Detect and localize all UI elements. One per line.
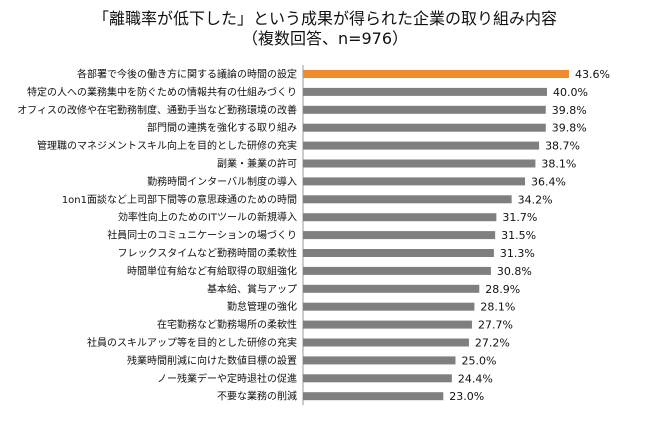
bar: [303, 338, 469, 347]
bar: [303, 141, 540, 150]
category-label: ノー残業デーや定時退社の促進: [157, 372, 297, 385]
category-label: オフィスの改修や在宅勤務制度、通勤手当など勤務環境の改善: [17, 103, 297, 116]
bar: [303, 159, 536, 168]
value-label: 34.2%: [518, 193, 553, 206]
category-label: 在宅勤務など勤務場所の柔軟性: [157, 318, 297, 331]
bar: [303, 87, 547, 96]
value-label: 24.4%: [458, 372, 493, 385]
category-label: 不要な業務の削減: [217, 390, 297, 403]
category-label: 管理職のマネジメントスキル向上を目的とした研修の充実: [37, 139, 297, 152]
category-label: 時間単位有給など有給取得の取組強化: [127, 264, 297, 277]
bar: [303, 249, 494, 257]
bar-highlight: [303, 70, 569, 78]
bar: [303, 177, 526, 186]
category-label: 勤怠管理の強化: [227, 300, 297, 313]
value-label: 36.4%: [531, 175, 566, 188]
value-label: 28.1%: [480, 301, 515, 314]
category-label: 残業時間削減に向けた数値目標の設置: [127, 354, 297, 367]
bar: [303, 123, 546, 132]
value-label: 38.1%: [541, 158, 576, 171]
category-label: 勤務時間インターバル制度の導入: [147, 175, 297, 188]
value-label: 31.3%: [500, 247, 535, 260]
value-label: 28.9%: [485, 283, 520, 296]
value-label: 40.0%: [553, 86, 588, 99]
bar: [303, 195, 512, 204]
value-label: 43.6%: [575, 68, 610, 81]
value-label: 25.0%: [462, 354, 497, 367]
category-label: 各部署で今後の働き方に関する議論の時間の設定: [77, 68, 297, 81]
bar: [303, 392, 444, 401]
bar: [303, 231, 496, 240]
bar: [303, 105, 546, 114]
bar: [303, 284, 480, 293]
category-label: 基本給、賞与アップ: [207, 282, 297, 295]
value-label: 39.8%: [552, 104, 587, 117]
value-label: 30.8%: [497, 265, 532, 278]
value-label: 31.5%: [501, 229, 536, 242]
chart-title: 「離職率が低下した」という成果が得られた企業の取り組み内容: [92, 9, 557, 28]
bar: [303, 302, 475, 311]
category-label: 特定の人への業務集中を防ぐための情報共有の仕組みづくり: [27, 85, 297, 98]
value-label: 38.7%: [545, 140, 580, 153]
chart-subtitle: （複数回答、n=976）: [241, 29, 409, 48]
bar: [303, 374, 452, 383]
value-label: 31.7%: [502, 211, 537, 224]
category-label: フレックスタイムなど勤務時間の柔軟性: [118, 247, 298, 260]
value-label: 23.0%: [449, 390, 484, 403]
value-label: 27.2%: [475, 337, 510, 350]
bar: [303, 213, 497, 222]
category-label: 効率性向上のためのITツールの新規導入: [118, 211, 297, 224]
bar: [303, 266, 491, 275]
bar: [303, 356, 456, 365]
value-label: 39.8%: [552, 122, 587, 135]
bar: [303, 320, 472, 329]
value-label: 27.7%: [478, 319, 513, 332]
category-label: 副業・兼業の許可: [217, 157, 297, 170]
category-label: 社員のスキルアップ等を目的とした研修の充実: [87, 336, 297, 349]
category-label: 社員同士のコミュニケーションの場づくり: [107, 229, 297, 242]
category-label: 部門間の連携を強化する取り組み: [147, 121, 297, 134]
category-label: 1on1面談など上司部下間等の意思疎通のための時間: [62, 193, 297, 206]
